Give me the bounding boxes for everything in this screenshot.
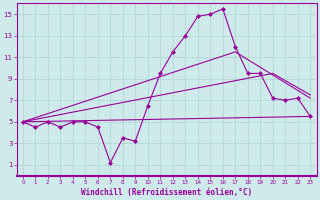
X-axis label: Windchill (Refroidissement éolien,°C): Windchill (Refroidissement éolien,°C) — [81, 188, 252, 197]
